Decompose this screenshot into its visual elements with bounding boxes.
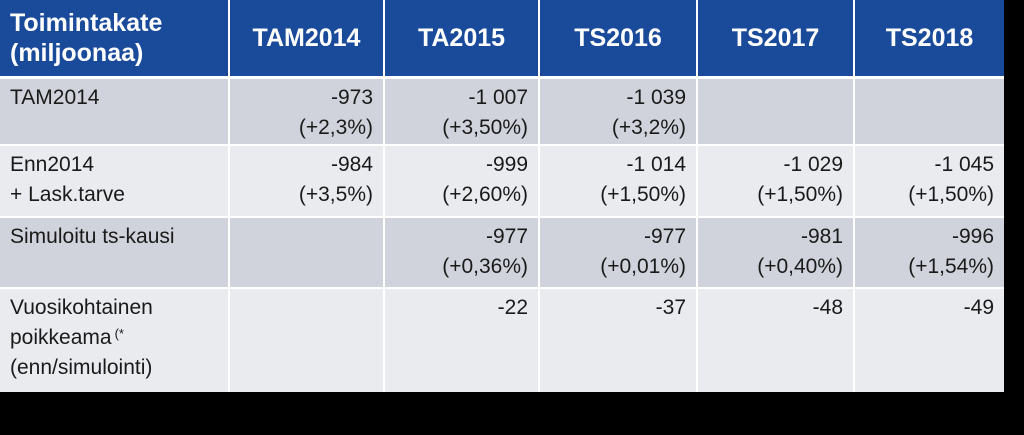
table-cell: -977 (+0,01%): [540, 218, 698, 289]
table-row: Simuloitu ts-kausi -977 (+0,36%) -977 (+0,01…: [0, 218, 1004, 289]
row-label-text: poikkeama: [10, 325, 112, 349]
cell-value: -1 045: [934, 152, 994, 176]
column-header-tam2014: TAM2014: [230, 0, 385, 79]
table-cell: -22: [385, 288, 540, 392]
cell-change: (+0,01%): [600, 255, 686, 279]
header-corner-cell: Toimintakate (miljoonaa): [0, 0, 230, 79]
footnote-marker: (*: [114, 325, 124, 341]
cell-value: -999: [485, 152, 528, 176]
cell-value: -984: [330, 152, 373, 176]
cell-change: (+3,50%): [442, 116, 528, 139]
table-cell: -37: [540, 288, 698, 392]
table-cell: -1 014 (+1,50%): [540, 145, 698, 219]
row-label-line: Simuloitu ts-kausi: [10, 225, 175, 249]
table-row: Vuosikohtainen poikkeama (* (enn/simulointi…: [0, 288, 1004, 392]
row-label-line: Enn2014: [10, 152, 95, 176]
cell-change: (+1,50%): [908, 182, 994, 206]
column-header-ts2017: TS2017: [698, 0, 855, 79]
table-cell: [698, 79, 855, 146]
table-cell: -1 007 (+3,50%): [385, 79, 540, 146]
table-row: Enn2014 + Lask.tarve -984 (+3,5%) -999 (+2,60…: [0, 145, 1004, 219]
table-cell: -48: [698, 288, 855, 392]
row-label: Simuloitu ts-kausi: [0, 218, 230, 289]
column-header-ta2015: TA2015: [385, 0, 540, 79]
table-cell: -1 039 (+3,2%): [540, 79, 698, 146]
table-cell: -49: [855, 288, 1004, 392]
column-header-ts2018: TS2018: [855, 0, 1004, 79]
data-table: Toimintakate (miljoonaa) TAM2014 TA2015 …: [0, 0, 1004, 392]
cell-change: (+3,2%): [611, 116, 686, 139]
table-container: Toimintakate (miljoonaa) TAM2014 TA2015 …: [0, 0, 1004, 392]
cell-change: (+2,60%): [442, 182, 528, 206]
header-label-line-1: Toimintakate: [10, 9, 163, 37]
table-body: TAM2014 -973 (+2,3%) -1 007 (+3,50%) -1 039 (+…: [0, 79, 1004, 392]
cell-value: -1 007: [468, 86, 528, 109]
cell-value: -37: [655, 295, 686, 319]
cell-value: -973: [330, 86, 373, 109]
row-label-line: + Lask.tarve: [10, 182, 125, 206]
cell-change: (+1,54%): [908, 255, 994, 279]
table-cell: [855, 79, 1004, 146]
cell-value: -1 029: [783, 152, 843, 176]
table-cell: -1 029 (+1,50%): [698, 145, 855, 219]
row-label: Enn2014 + Lask.tarve: [0, 145, 230, 219]
cell-change: (+1,50%): [757, 182, 843, 206]
cell-value: -48: [812, 295, 843, 319]
table-cell: -973 (+2,3%): [230, 79, 385, 146]
cell-value: -1 014: [626, 152, 686, 176]
cell-change: (+0,36%): [442, 255, 528, 279]
cell-value: -49: [963, 295, 994, 319]
table-cell: [230, 288, 385, 392]
cell-value: -22: [497, 295, 528, 319]
cell-value: -996: [951, 225, 994, 249]
table-cell: -999 (+2,60%): [385, 145, 540, 219]
header-row: Toimintakate (miljoonaa) TAM2014 TA2015 …: [0, 0, 1004, 79]
cell-value: -1 039: [626, 86, 686, 109]
column-header-ts2016: TS2016: [540, 0, 698, 79]
table-cell: -981 (+0,40%): [698, 218, 855, 289]
cell-change: (+2,3%): [298, 116, 373, 139]
table-cell: -996 (+1,54%): [855, 218, 1004, 289]
row-label-line: Vuosikohtainen: [10, 295, 153, 319]
cell-value: -981: [800, 225, 843, 249]
table-cell: -984 (+3,5%): [230, 145, 385, 219]
cell-value: -977: [643, 225, 686, 249]
cell-value: -977: [485, 225, 528, 249]
header-label-line-2: (miljoonaa): [10, 39, 144, 67]
cell-change: (+0,40%): [757, 255, 843, 279]
table-cell: [230, 218, 385, 289]
cell-change: (+3,5%): [298, 182, 373, 206]
row-label-line: poikkeama (*: [10, 323, 218, 353]
row-label-line: (enn/simulointi): [10, 355, 153, 379]
table-cell: -1 045 (+1,50%): [855, 145, 1004, 219]
row-label: Vuosikohtainen poikkeama (* (enn/simulointi…: [0, 288, 230, 392]
row-label: TAM2014: [0, 79, 230, 146]
table-row: TAM2014 -973 (+2,3%) -1 007 (+3,50%) -1 039 (+…: [0, 79, 1004, 146]
table-cell: -977 (+0,36%): [385, 218, 540, 289]
cell-change: (+1,50%): [600, 182, 686, 206]
row-label-line: TAM2014: [10, 86, 100, 109]
